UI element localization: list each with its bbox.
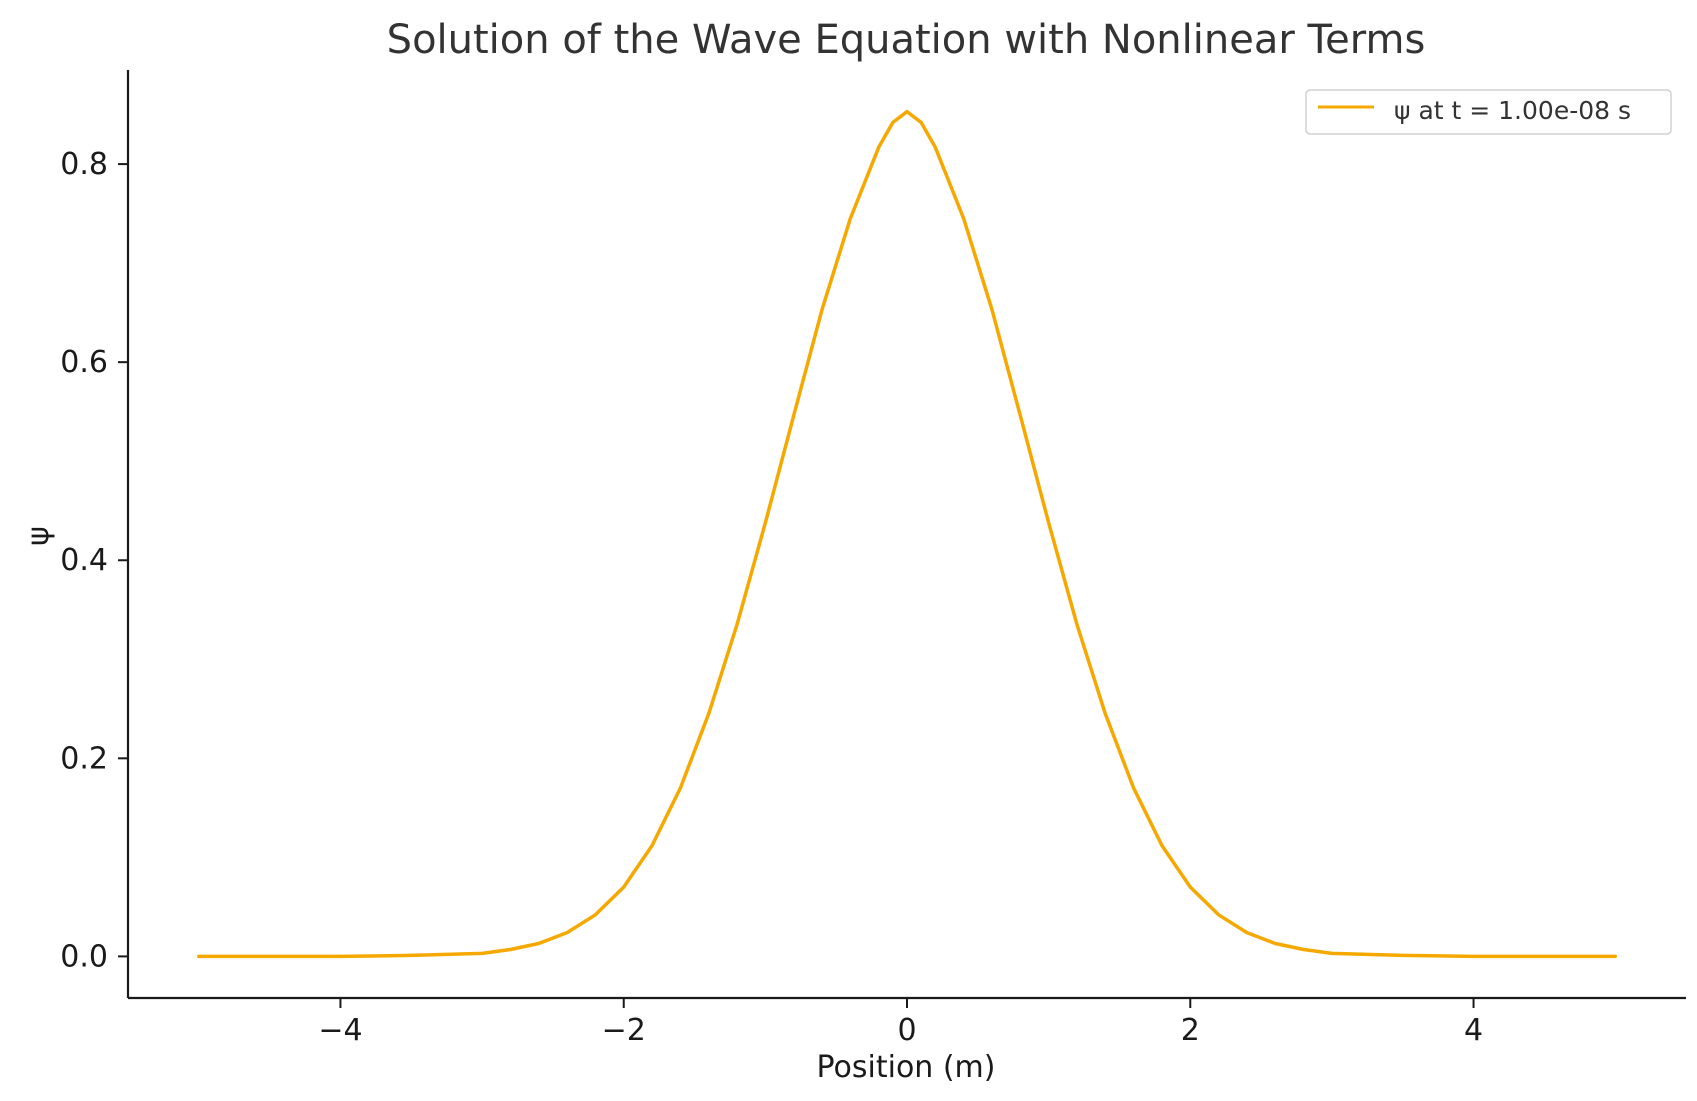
- x-tick-label: 4: [1464, 1013, 1483, 1048]
- legend-series-label: ψ at t = 1.00e-08 s: [1394, 96, 1631, 125]
- y-axis-label: ψ: [21, 526, 56, 546]
- y-tick-label: 0.6: [60, 345, 108, 380]
- x-tick-label: 0: [897, 1013, 916, 1048]
- chart-title: Solution of the Wave Equation with Nonli…: [387, 17, 1426, 63]
- series-line: [197, 109, 1617, 959]
- y-ticks: 0.0 0.2 0.4 0.6 0.8: [60, 147, 128, 974]
- y-tick-label: 0.2: [60, 741, 108, 776]
- legend-frame: [1305, 89, 1672, 135]
- legend: ψ at t = 1.00e-08 s: [1305, 89, 1672, 135]
- plot-area: [197, 109, 1617, 959]
- y-tick-label: 0.8: [60, 147, 108, 182]
- x-tick-label: 2: [1181, 1013, 1200, 1048]
- y-tick-label: 0.0: [60, 939, 108, 974]
- x-axis-label: Position (m): [817, 1050, 996, 1085]
- x-tick-label: −4: [318, 1013, 362, 1048]
- x-tick-label: −2: [602, 1013, 646, 1048]
- x-ticks: −4 −2 0 2 4: [318, 998, 1483, 1048]
- y-tick-label: 0.4: [60, 543, 108, 578]
